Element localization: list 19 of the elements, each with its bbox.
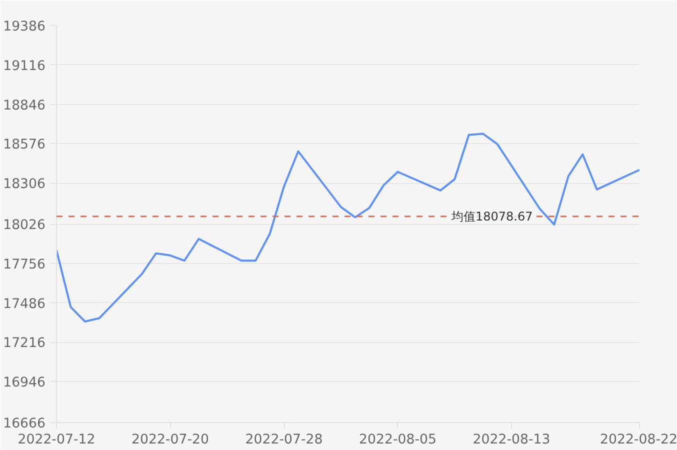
y-tick-label: 16666 xyxy=(3,416,46,432)
ref-line-label: 均值18078.67 xyxy=(450,209,533,224)
y-tick-label: 17216 xyxy=(3,336,46,352)
y-tick-label: 17486 xyxy=(3,296,46,312)
y-tick-label: 18846 xyxy=(3,98,46,114)
y-tick-label: 18026 xyxy=(3,218,46,233)
y-tick-label: 19386 xyxy=(3,20,46,34)
x-tick-label: 2022-07-28 xyxy=(245,432,323,448)
x-tick-label: 2022-08-05 xyxy=(359,432,437,448)
x-tick-label: 2022-07-12 xyxy=(18,432,96,448)
x-tick-label: 2022-08-13 xyxy=(472,432,550,448)
y-tick-label: 16946 xyxy=(3,376,46,391)
y-tick-label: 18306 xyxy=(3,177,46,192)
y-tick-label: 18576 xyxy=(3,138,46,153)
x-tick-label: 2022-07-20 xyxy=(132,432,209,448)
y-tick-label: 17756 xyxy=(3,257,46,272)
line-series xyxy=(56,132,640,322)
x-tick-label: 2022-08-22 xyxy=(600,432,677,448)
y-tick-label: 19116 xyxy=(3,58,46,74)
